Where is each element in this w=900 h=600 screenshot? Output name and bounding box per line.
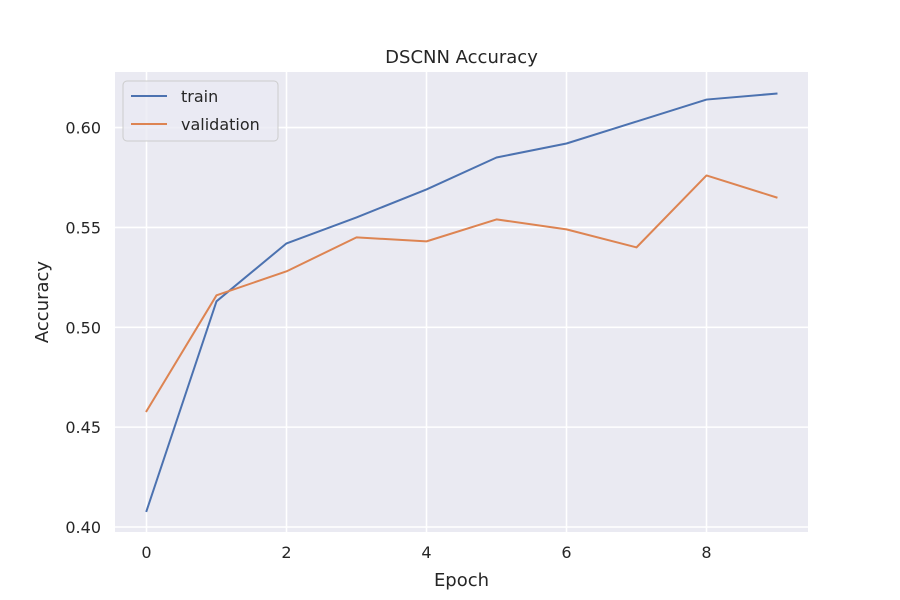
- x-axis-ticks: 0 2 4 6 8: [141, 543, 711, 562]
- y-tick-label: 0.55: [65, 218, 101, 237]
- x-axis-label: Epoch: [434, 570, 489, 591]
- x-tick-label: 4: [421, 543, 431, 562]
- series-line-validation: [145, 174, 778, 413]
- legend-label-train: train: [181, 87, 218, 106]
- y-tick-label: 0.60: [65, 119, 101, 138]
- y-tick-label: 0.50: [65, 318, 101, 337]
- x-tick-label: 8: [701, 543, 711, 562]
- plot-area: [115, 72, 808, 532]
- y-tick-label: 0.45: [65, 418, 101, 437]
- series-line-train: [145, 92, 778, 513]
- legend-label-validation: validation: [181, 115, 260, 134]
- x-tick-label: 0: [141, 543, 151, 562]
- legend: train validation: [122, 80, 279, 142]
- y-axis-ticks: 0.40 0.45 0.50 0.55 0.60: [65, 119, 101, 537]
- chart-title: DSCNN Accuracy: [385, 47, 538, 68]
- y-axis-label: Accuracy: [32, 261, 53, 344]
- grid-lines: [115, 72, 808, 532]
- x-tick-label: 2: [281, 543, 291, 562]
- x-tick-label: 6: [561, 543, 571, 562]
- series-lines: [145, 92, 778, 513]
- y-tick-label: 0.40: [65, 518, 101, 537]
